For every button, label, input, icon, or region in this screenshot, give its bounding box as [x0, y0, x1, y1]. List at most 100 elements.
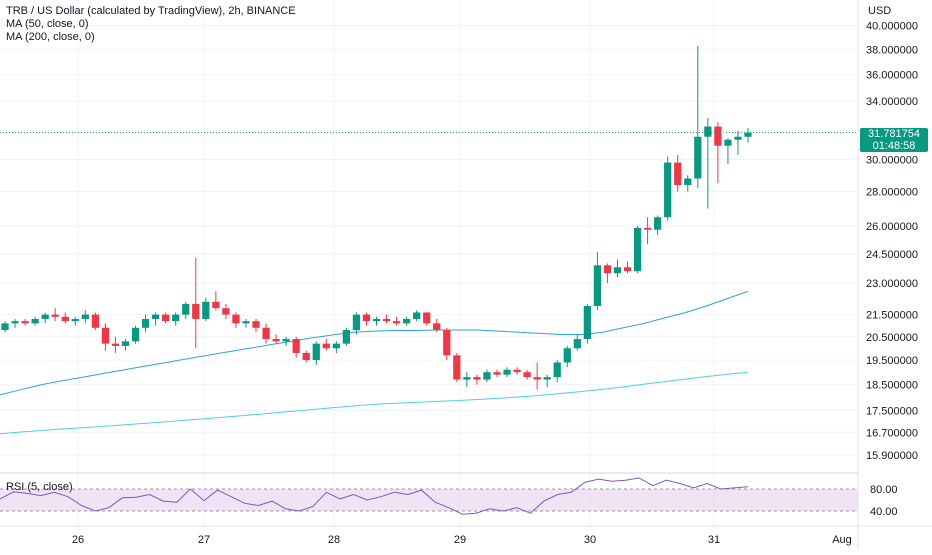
candle[interactable] — [423, 312, 431, 326]
candle[interactable] — [654, 215, 662, 236]
candle[interactable] — [232, 312, 240, 328]
candle-body — [212, 301, 220, 309]
candle[interactable] — [282, 336, 290, 346]
candle[interactable] — [41, 312, 49, 324]
candle[interactable] — [533, 362, 541, 390]
candle-body — [121, 341, 130, 346]
candle[interactable] — [332, 341, 340, 353]
candle[interactable] — [121, 339, 130, 351]
candle-series[interactable] — [1, 45, 752, 390]
candle-body — [613, 267, 622, 274]
candle[interactable] — [91, 312, 99, 331]
candle[interactable] — [192, 257, 200, 349]
candle[interactable] — [51, 308, 59, 322]
candle[interactable] — [453, 352, 461, 383]
candle[interactable] — [543, 374, 551, 388]
candle-body — [202, 301, 210, 319]
candle-body — [593, 265, 602, 307]
candle-body — [704, 126, 712, 137]
candle-body — [41, 314, 49, 319]
candle[interactable] — [31, 316, 39, 326]
candle[interactable] — [553, 360, 561, 383]
candle[interactable] — [141, 314, 150, 333]
candle-body — [724, 139, 732, 146]
candle[interactable] — [322, 339, 330, 351]
candle[interactable] — [684, 175, 692, 192]
candle[interactable] — [352, 312, 361, 335]
candle[interactable] — [111, 336, 120, 353]
candle[interactable] — [182, 301, 190, 319]
candle-body — [392, 321, 401, 324]
candle[interactable] — [11, 318, 19, 328]
candle[interactable] — [222, 303, 230, 319]
candle[interactable] — [372, 316, 381, 326]
candle-body — [684, 178, 692, 185]
candle[interactable] — [613, 259, 622, 278]
candle[interactable] — [694, 45, 702, 189]
candle[interactable] — [603, 263, 612, 284]
candle[interactable] — [162, 312, 170, 324]
candle[interactable] — [131, 325, 140, 344]
candle-body — [182, 303, 190, 315]
time-tick-label: Aug — [832, 534, 852, 546]
price-tick-label: 30.000000 — [866, 154, 918, 166]
candle[interactable] — [242, 318, 250, 328]
candle[interactable] — [392, 316, 401, 326]
candle[interactable] — [503, 367, 511, 378]
candle[interactable] — [674, 154, 682, 192]
candle[interactable] — [21, 318, 29, 326]
ma50-series — [0, 290, 749, 396]
candle[interactable] — [272, 334, 280, 344]
candle[interactable] — [463, 372, 471, 388]
candle[interactable] — [744, 127, 752, 143]
candle[interactable] — [583, 303, 591, 344]
candle[interactable] — [734, 130, 742, 155]
candle-body — [352, 314, 361, 331]
candle[interactable] — [1, 321, 9, 333]
candle[interactable] — [473, 374, 481, 385]
candle[interactable] — [382, 314, 391, 324]
candle[interactable] — [443, 327, 451, 361]
candle[interactable] — [483, 369, 491, 383]
candle[interactable] — [292, 336, 300, 358]
candle[interactable] — [252, 318, 260, 333]
candle[interactable] — [101, 323, 110, 351]
candle[interactable] — [724, 138, 732, 165]
candle[interactable] — [312, 341, 320, 365]
candle[interactable] — [342, 327, 350, 346]
candle[interactable] — [643, 217, 652, 245]
candle[interactable] — [563, 345, 571, 368]
candle[interactable] — [61, 312, 69, 324]
candle[interactable] — [151, 312, 160, 326]
candle[interactable] — [413, 310, 421, 322]
time-tick-label: 30 — [584, 534, 596, 546]
candle[interactable] — [403, 316, 411, 326]
candle[interactable] — [523, 369, 531, 380]
candle[interactable] — [71, 316, 79, 326]
candle[interactable] — [262, 323, 270, 344]
candle-body — [151, 314, 160, 319]
candle[interactable] — [433, 318, 441, 333]
candle-body — [252, 321, 260, 328]
candle[interactable] — [172, 312, 180, 326]
candle[interactable] — [81, 310, 89, 324]
candle[interactable] — [493, 369, 501, 378]
candle[interactable] — [212, 291, 220, 311]
candle[interactable] — [704, 117, 712, 209]
candle[interactable] — [633, 226, 642, 274]
rsi-scale: 80.00 40.00 — [870, 484, 898, 518]
candle[interactable] — [513, 367, 521, 375]
price-tick-label: 28.000000 — [866, 187, 918, 199]
candle[interactable] — [623, 261, 632, 274]
candle[interactable] — [664, 156, 672, 221]
candle[interactable] — [573, 334, 581, 351]
price-scale[interactable]: 40.000000 38.000000 36.000000 34.000000 30.0… — [866, 20, 918, 462]
time-scale[interactable]: 26 27 28 29 30 31 Aug — [72, 534, 852, 546]
price-tick-label: 15.900000 — [866, 450, 918, 462]
candle[interactable] — [593, 251, 602, 311]
candle[interactable] — [202, 297, 210, 322]
candle[interactable] — [302, 350, 310, 363]
candle[interactable] — [362, 312, 371, 326]
